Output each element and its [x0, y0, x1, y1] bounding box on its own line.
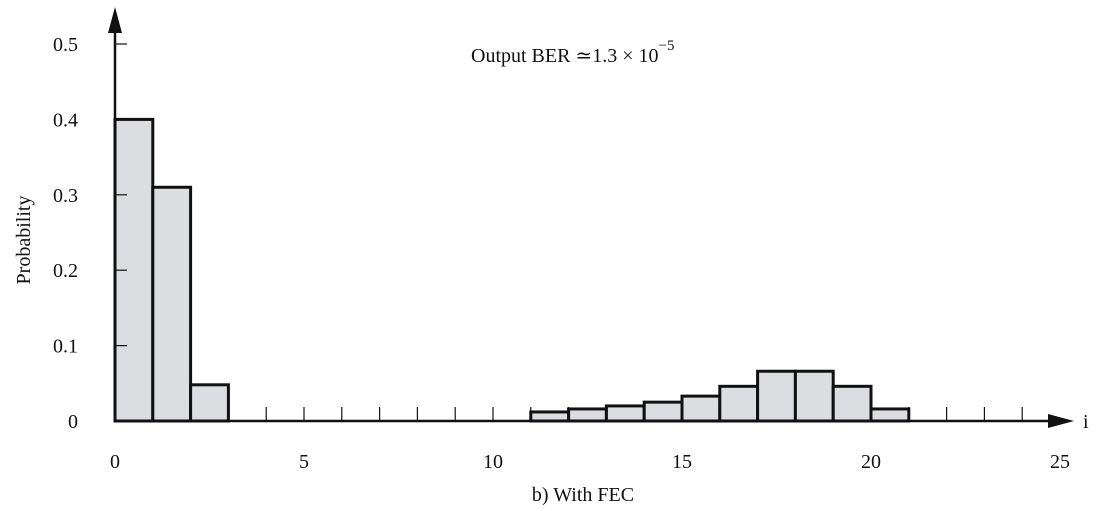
ber-annotation: Output BER ≃1.3 × 10−5 — [471, 38, 674, 67]
y-axis-arrowhead — [108, 7, 122, 33]
x-tick-label-20: 20 — [861, 451, 881, 473]
y-tick-label-0.4: 0.4 — [53, 109, 78, 131]
x-tick-label-5: 5 — [299, 451, 309, 473]
histogram-bar-13 — [604, 404, 646, 423]
histogram-bar-16 — [718, 384, 760, 423]
histogram-bar-17 — [756, 369, 797, 423]
histogram-bar-20 — [869, 407, 911, 423]
histogram-bar-19 — [831, 384, 873, 423]
x-tick-label-25: 25 — [1050, 451, 1070, 473]
histogram-bar-11 — [529, 410, 571, 423]
histogram-bar-15 — [680, 394, 722, 423]
histogram-bar-12 — [567, 407, 608, 423]
y-tick-label-0.3: 0.3 — [53, 185, 78, 207]
x-axis-arrowhead — [1048, 414, 1074, 428]
histogram-bar-2 — [189, 383, 230, 423]
labels-layer: 0 5 10 15 20 25 0 0.1 0.2 0.3 0.4 0.5 — [53, 34, 1070, 473]
x-axis-title: i — [1083, 411, 1089, 433]
histogram-bar-18 — [793, 369, 835, 423]
ticks-layer — [115, 43, 1023, 421]
y-tick-label-0: 0 — [68, 411, 78, 433]
y-axis-title: Probability — [13, 196, 35, 285]
chart-caption: b) With FEC — [532, 484, 634, 506]
histogram-bar-1 — [151, 185, 193, 423]
ber-annotation-text: Output BER ≃1.3 × 10 — [471, 45, 659, 67]
y-tick-label-0.2: 0.2 — [53, 260, 78, 282]
x-tick-label-15: 15 — [672, 451, 692, 473]
bars-layer — [113, 117, 911, 423]
y-tick-label-0.1: 0.1 — [53, 336, 78, 358]
y-tick-label-0.5: 0.5 — [53, 34, 78, 56]
x-tick-label-10: 10 — [483, 451, 503, 473]
histogram-bar-14 — [642, 400, 684, 423]
x-tick-label-0: 0 — [110, 451, 120, 473]
axes-layer — [108, 7, 1074, 428]
ber-annotation-exponent: −5 — [659, 38, 675, 54]
